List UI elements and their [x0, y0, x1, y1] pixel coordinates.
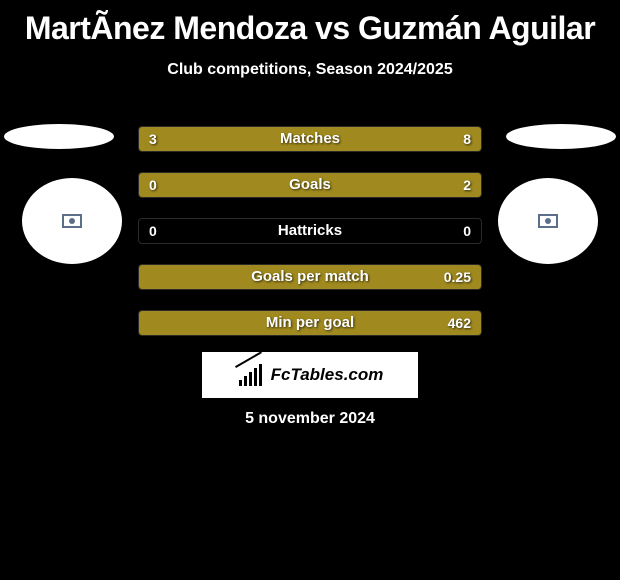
brand-text: FcTables.com — [271, 365, 384, 385]
brand-box: FcTables.com — [202, 352, 418, 398]
placeholder-icon — [62, 214, 82, 228]
value-right: 8 — [463, 127, 471, 151]
team-b-badge-top — [506, 124, 616, 149]
placeholder-icon — [538, 214, 558, 228]
bar-row: 0Goals2 — [138, 172, 482, 198]
bar-row: 0Hattricks0 — [138, 218, 482, 244]
subtitle: Club competitions, Season 2024/2025 — [0, 61, 620, 79]
page-title: MartÃ­nez Mendoza vs Guzmán Aguilar — [0, 0, 620, 47]
team-a-badge — [22, 178, 122, 264]
bar-label: Goals per match — [139, 265, 481, 289]
team-a-badge-top — [4, 124, 114, 149]
team-b-badge — [498, 178, 598, 264]
bar-row: Goals per match0.25 — [138, 264, 482, 290]
value-right: 0.25 — [444, 265, 471, 289]
value-right: 462 — [448, 311, 471, 335]
bar-label: Matches — [139, 127, 481, 151]
bar-label: Goals — [139, 173, 481, 197]
date-label: 5 november 2024 — [0, 410, 620, 428]
value-right: 0 — [463, 219, 471, 243]
value-right: 2 — [463, 173, 471, 197]
comparison-chart: 3Matches80Goals20Hattricks0Goals per mat… — [138, 126, 482, 356]
bar-label: Hattricks — [139, 219, 481, 243]
bar-label: Min per goal — [139, 311, 481, 335]
bar-row: 3Matches8 — [138, 126, 482, 152]
bar-row: Min per goal462 — [138, 310, 482, 336]
bars-icon — [237, 364, 265, 386]
